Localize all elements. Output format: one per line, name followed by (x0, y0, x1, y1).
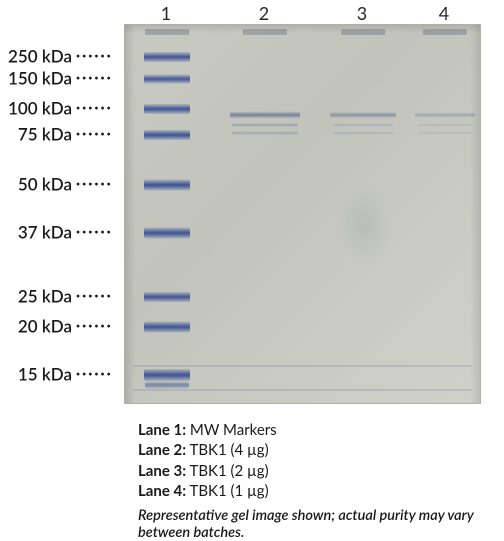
marker-band (144, 369, 190, 381)
legend-text: TBK1 (2 µg) (186, 462, 269, 480)
gel-figure: 1234 250 kDa······150 kDa······100 kDa··… (0, 0, 504, 540)
disclaimer-text: Representative gel image shown; actual p… (138, 508, 478, 541)
marker-band (144, 130, 190, 140)
mw-marker-label: 25 kDa (0, 286, 72, 307)
mw-marker-dots: ······ (76, 317, 113, 335)
protein-band (333, 132, 393, 135)
mw-marker-label: 50 kDa (0, 174, 72, 195)
gel-well (145, 29, 189, 35)
gel-artifact-line (133, 365, 472, 367)
protein-band (230, 112, 300, 119)
mw-marker-label: 15 kDa (0, 364, 72, 385)
marker-band (144, 292, 190, 302)
gel-artifact-line (133, 389, 472, 391)
mw-marker-dots: ······ (76, 287, 113, 305)
legend-key: Lane 3: (138, 462, 186, 480)
mw-marker-label: 250 kDa (0, 46, 72, 67)
lane-legend: Lane 1: MW MarkersLane 2: TBK1 (4 µg)Lan… (138, 420, 277, 501)
marker-band (144, 104, 190, 114)
marker-band (144, 322, 190, 333)
marker-band (144, 52, 190, 62)
mw-marker-dots: ······ (76, 175, 113, 193)
legend-key: Lane 1: (138, 421, 186, 439)
lane-number: 3 (357, 2, 367, 24)
mw-marker-dots: ······ (76, 365, 113, 383)
mw-marker-label: 37 kDa (0, 222, 72, 243)
protein-band (415, 113, 475, 118)
mw-marker-label: 75 kDa (0, 124, 72, 145)
legend-key: Lane 4: (138, 482, 186, 500)
legend-item: Lane 1: MW Markers (138, 420, 277, 440)
protein-band (232, 131, 298, 135)
legend-text: MW Markers (186, 421, 277, 439)
protein-band (330, 112, 396, 118)
mw-marker-label: 150 kDa (0, 68, 72, 89)
legend-text: TBK1 (4 µg) (186, 441, 269, 459)
legend-text: TBK1 (1 µg) (186, 482, 269, 500)
mw-marker-dots: ······ (76, 99, 113, 117)
legend-key: Lane 2: (138, 441, 186, 459)
gel-well (243, 29, 287, 35)
protein-band (418, 132, 472, 135)
mw-marker-label: 100 kDa (0, 98, 72, 119)
marker-band (144, 75, 190, 84)
mw-marker-dots: ······ (76, 125, 113, 143)
gel-well (341, 29, 385, 35)
mw-marker-dots: ······ (76, 223, 113, 241)
mw-marker-label: 20 kDa (0, 316, 72, 337)
marker-band (144, 228, 190, 239)
gel-image (124, 24, 481, 404)
mw-marker-dots: ······ (76, 69, 113, 87)
legend-item: Lane 3: TBK1 (2 µg) (138, 461, 277, 481)
gel-smear (336, 185, 391, 265)
protein-band (333, 124, 393, 127)
lane-number: 4 (439, 2, 449, 24)
marker-band (144, 180, 190, 191)
lane-number: 2 (259, 2, 269, 24)
legend-item: Lane 4: TBK1 (1 µg) (138, 481, 277, 501)
marker-band (145, 382, 189, 389)
protein-band (232, 123, 298, 127)
protein-band (418, 124, 472, 127)
gel-well (423, 29, 467, 35)
lane-number: 1 (161, 2, 171, 24)
mw-marker-dots: ······ (76, 47, 113, 65)
legend-item: Lane 2: TBK1 (4 µg) (138, 440, 277, 460)
